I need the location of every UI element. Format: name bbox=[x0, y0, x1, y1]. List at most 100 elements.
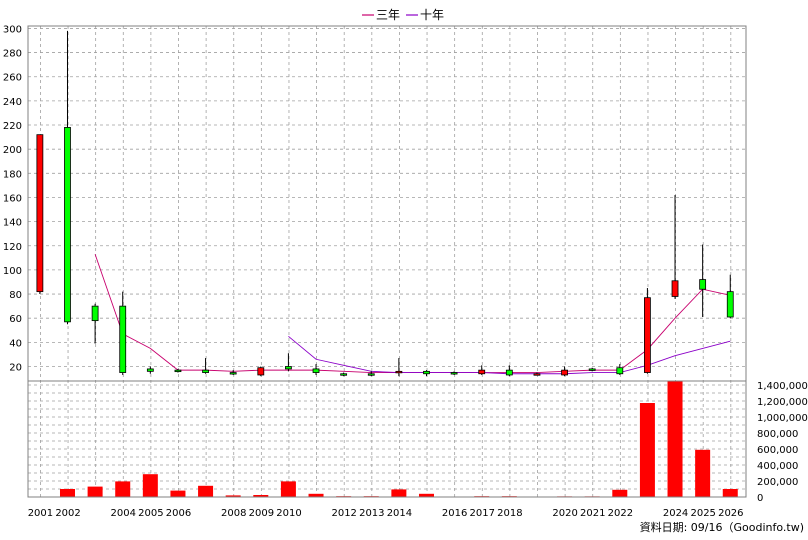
x-tick-label: 2004 bbox=[111, 508, 136, 519]
price-tick-label: 180 bbox=[3, 169, 22, 180]
x-tick-label: 2013 bbox=[359, 508, 384, 519]
price-panel-frame bbox=[27, 25, 747, 382]
candle bbox=[146, 366, 154, 374]
candle bbox=[726, 274, 734, 319]
volume-bar bbox=[170, 490, 186, 497]
candle bbox=[285, 353, 292, 372]
candle-body-up bbox=[671, 280, 679, 297]
x-tick-label: 2020 bbox=[552, 508, 577, 519]
x-tick-label: 2012 bbox=[331, 508, 356, 519]
candle bbox=[36, 134, 44, 295]
volume-bar bbox=[722, 489, 738, 497]
volume-tick-label: 800,000 bbox=[757, 429, 798, 440]
volume-bar bbox=[667, 381, 683, 497]
volume-panel-frame bbox=[27, 380, 747, 498]
candle-body-up bbox=[36, 134, 44, 293]
candle bbox=[478, 365, 486, 375]
candle-body-down bbox=[202, 369, 209, 373]
volume-bar bbox=[639, 403, 655, 497]
volume-tick-label: 600,000 bbox=[757, 445, 798, 456]
x-tick-label: 2001 bbox=[28, 508, 53, 519]
x-tick-label: 2026 bbox=[718, 508, 743, 519]
candle-body-down bbox=[616, 367, 624, 375]
candle-body-up bbox=[257, 367, 265, 376]
candle bbox=[588, 367, 596, 372]
candle-body-down bbox=[229, 372, 237, 375]
price-tick-label: 240 bbox=[3, 97, 22, 108]
price-tick-label: 200 bbox=[3, 145, 22, 156]
candle bbox=[644, 288, 651, 374]
data-date-footer: 資料日期: 09/16（Goodinfo.tw) bbox=[640, 520, 804, 534]
moving-average-lines bbox=[94, 254, 731, 375]
candle-body-up bbox=[395, 370, 403, 374]
legend-label-3yr: 三年 bbox=[376, 8, 400, 22]
candle bbox=[91, 303, 99, 344]
price-tick-label: 140 bbox=[3, 218, 22, 229]
volume-bar bbox=[418, 493, 434, 497]
volume-bar bbox=[198, 485, 214, 497]
candle bbox=[699, 244, 707, 318]
price-tick-label: 60 bbox=[9, 314, 22, 325]
price-tick-label: 40 bbox=[9, 338, 22, 349]
x-tick-label: 2014 bbox=[387, 508, 412, 519]
candle-body-down bbox=[367, 373, 375, 376]
volume-grid bbox=[28, 384, 746, 490]
candle bbox=[64, 30, 71, 325]
ma-3yr-line bbox=[94, 254, 731, 373]
volume-bar bbox=[115, 481, 131, 497]
legend: 三年 十年 bbox=[362, 8, 444, 22]
volume-bar bbox=[142, 474, 158, 497]
candle bbox=[505, 365, 513, 377]
candle bbox=[312, 364, 320, 375]
candle bbox=[119, 291, 127, 375]
candle-body-up bbox=[478, 369, 486, 375]
candle-body-up bbox=[561, 369, 568, 376]
candle bbox=[367, 371, 375, 377]
volume-bar bbox=[308, 493, 324, 497]
x-tick-label: 2018 bbox=[497, 508, 522, 519]
candle-body-up bbox=[644, 297, 651, 373]
candle bbox=[533, 372, 541, 376]
x-tick-label: 2021 bbox=[580, 508, 605, 519]
candle-body-down bbox=[340, 373, 348, 376]
volume-tick-label: 1,200,000 bbox=[757, 397, 808, 408]
candle bbox=[450, 371, 458, 375]
candle-body-down bbox=[146, 368, 154, 372]
price-tick-label: 120 bbox=[3, 242, 22, 253]
x-tick-label: 2005 bbox=[138, 508, 163, 519]
x-tick-label: 2017 bbox=[470, 508, 495, 519]
x-tick-label: 2025 bbox=[690, 508, 715, 519]
volume-axis-labels: 0 200,000 400,000 600,000 800,000 1,000,000 1,… bbox=[757, 381, 808, 504]
candle bbox=[257, 366, 265, 377]
volume-bars bbox=[59, 381, 738, 497]
volume-tick-label: 200,000 bbox=[757, 477, 798, 488]
price-tick-label: 20 bbox=[9, 363, 22, 374]
candle bbox=[229, 370, 237, 375]
candle-body-down bbox=[726, 291, 734, 318]
candle-body-down bbox=[423, 370, 430, 375]
volume-bar bbox=[87, 486, 103, 497]
price-tick-label: 300 bbox=[3, 24, 22, 35]
volume-tick-label: 1,400,000 bbox=[757, 381, 808, 392]
candle bbox=[561, 366, 568, 377]
legend-label-10yr: 十年 bbox=[420, 8, 444, 22]
candlesticks bbox=[36, 30, 734, 377]
candle bbox=[202, 358, 209, 374]
volume-bar bbox=[391, 489, 407, 497]
x-tick-label: 2002 bbox=[55, 508, 80, 519]
candle-body-down bbox=[699, 279, 707, 290]
candle-body-down bbox=[312, 368, 320, 373]
candle-body-down bbox=[505, 369, 513, 376]
volume-tick-label: 0 bbox=[757, 493, 763, 504]
candle bbox=[395, 358, 403, 377]
volume-bar bbox=[280, 481, 296, 497]
candle bbox=[616, 364, 624, 375]
candle bbox=[340, 372, 348, 377]
candle bbox=[671, 195, 679, 299]
x-tick-label: 2008 bbox=[221, 508, 246, 519]
price-grid bbox=[28, 26, 746, 497]
price-tick-label: 260 bbox=[3, 73, 22, 84]
candle-body-down bbox=[450, 372, 458, 375]
